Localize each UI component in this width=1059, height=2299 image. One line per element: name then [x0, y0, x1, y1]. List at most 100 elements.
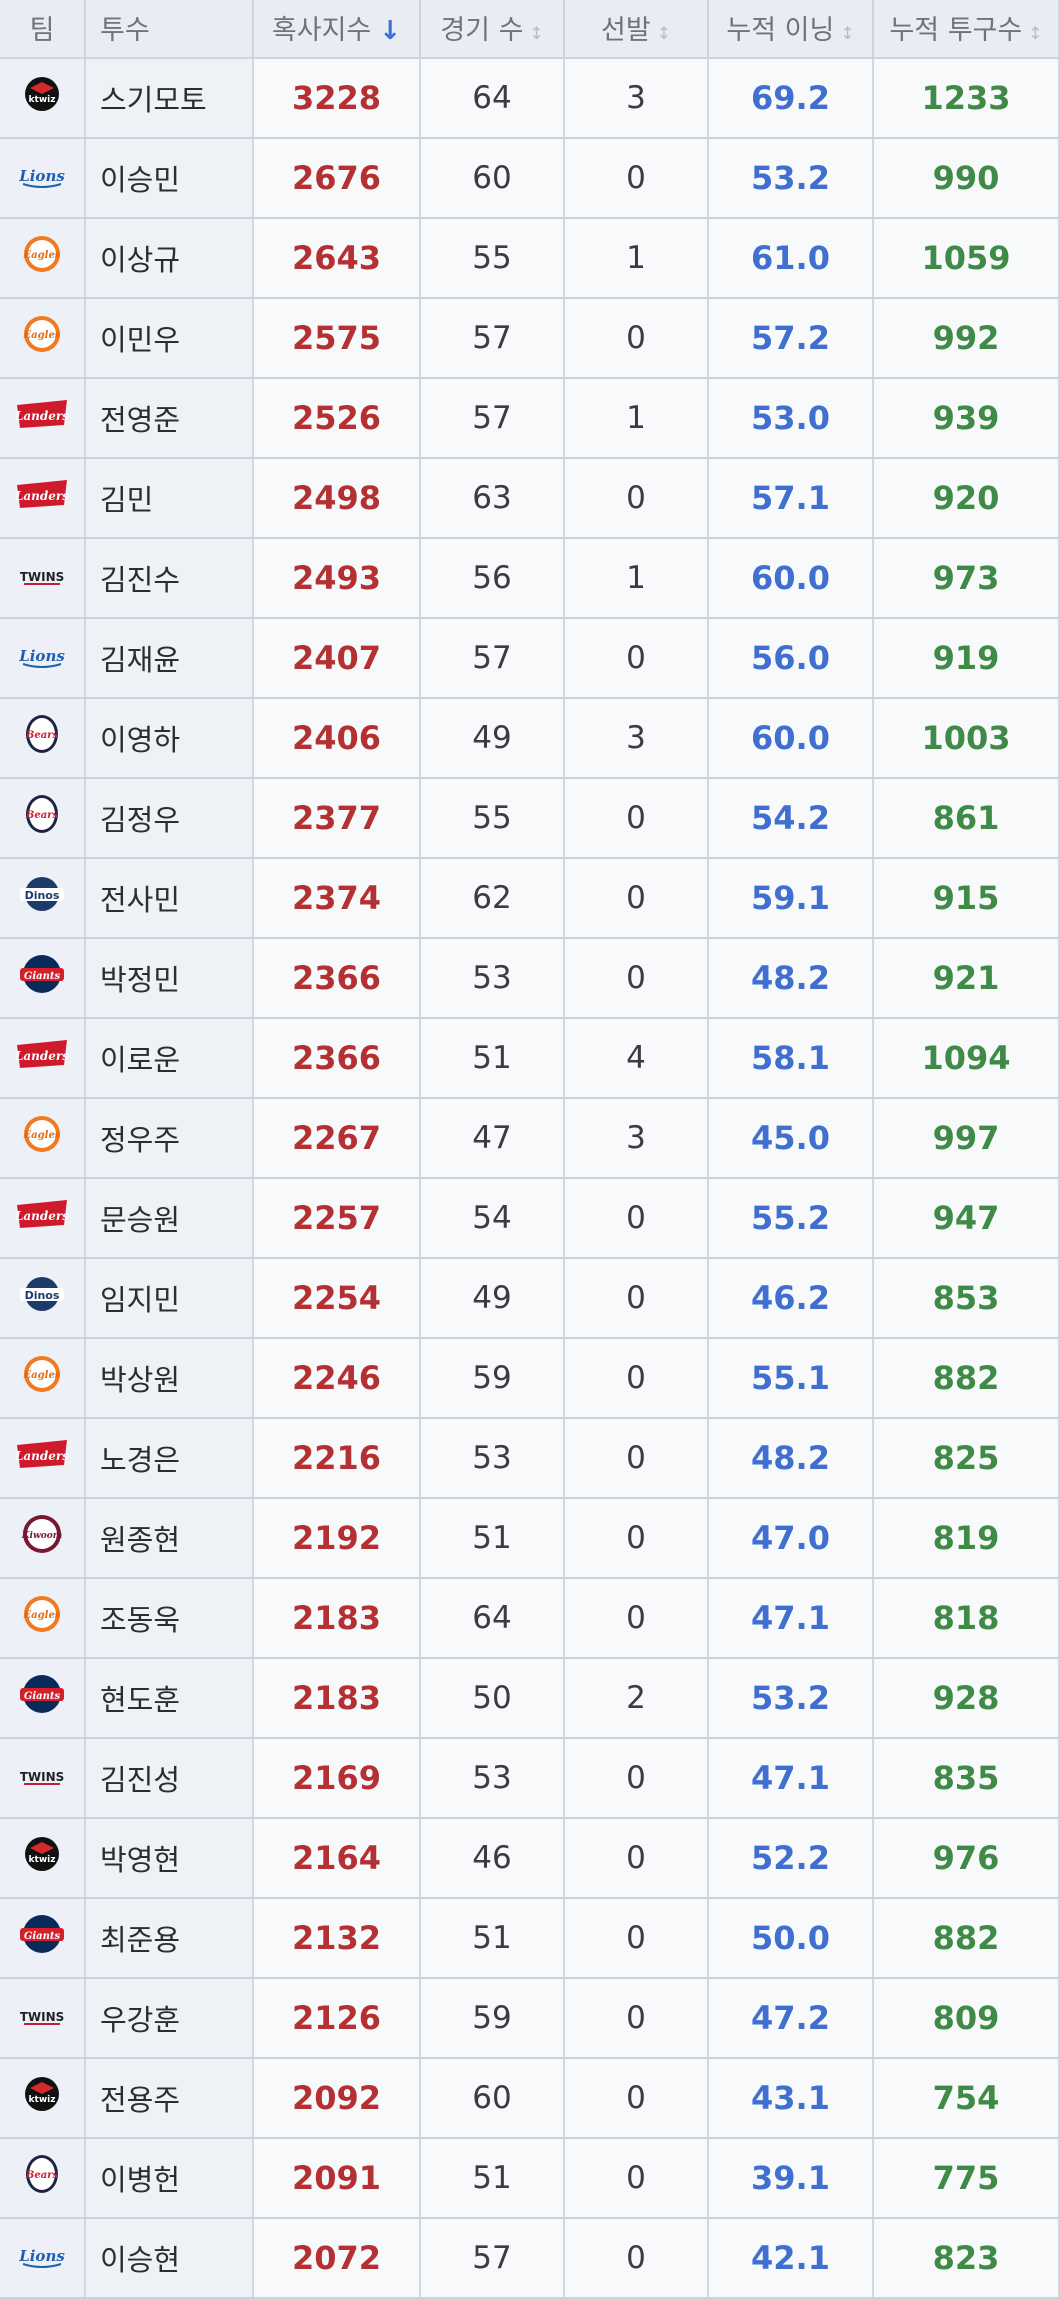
abuse-score: 2267 [253, 1098, 421, 1179]
pitcher-name[interactable]: 이승현 [85, 2218, 254, 2299]
team-cell: Giants [0, 938, 86, 1019]
abuse-score: 2366 [253, 938, 421, 1019]
pitcher-name[interactable]: 문승원 [85, 1178, 254, 1259]
table-row: Giants 박정민 2366 53 0 48.2 921 [0, 938, 1059, 1019]
table-row: Landers 이로운 2366 51 4 58.1 1094 [0, 1018, 1059, 1099]
pitcher-name[interactable]: 최준용 [85, 1898, 254, 1979]
pitcher-name[interactable]: 박영현 [85, 1818, 254, 1899]
pitcher-name[interactable]: 김재윤 [85, 618, 254, 699]
table-row: Lions 이승민 2676 60 0 53.2 990 [0, 138, 1059, 219]
team-cell: Eagles [0, 1338, 86, 1419]
header-starts[interactable]: 선발 ↕ [564, 0, 709, 59]
pitcher-name[interactable]: 우강훈 [85, 1978, 254, 2059]
starts-count: 3 [564, 698, 709, 779]
abuse-score: 2366 [253, 1018, 421, 1099]
abuse-score: 2406 [253, 698, 421, 779]
pitcher-name-text: 김재윤 [100, 643, 181, 677]
team-cell: TWINS [0, 1738, 86, 1819]
pitcher-name[interactable]: 이상규 [85, 218, 254, 299]
games-count: 51 [420, 2138, 565, 2219]
games-count: 49 [420, 698, 565, 779]
innings-total: 42.1 [708, 2218, 874, 2299]
twins-logo: TWINS [20, 561, 64, 597]
svg-text:Giants: Giants [24, 1691, 61, 1702]
pitcher-name[interactable]: 박정민 [85, 938, 254, 1019]
pitcher-name[interactable]: 김정우 [85, 778, 254, 859]
header-pitches[interactable]: 누적 투구수 ↕ [873, 0, 1059, 59]
starts-count: 0 [564, 2218, 709, 2299]
header-innings[interactable]: 누적 이닝 ↕ [708, 0, 874, 59]
pitcher-name[interactable]: 김진성 [85, 1738, 254, 1819]
pitch-count-total: 818 [873, 1578, 1059, 1659]
pitch-count-total: 823 [873, 2218, 1059, 2299]
pitch-count-total: 992 [873, 298, 1059, 379]
games-count: 51 [420, 1018, 565, 1099]
header-games[interactable]: 경기 수 ↕ [420, 0, 565, 59]
innings-total: 53.2 [708, 1658, 874, 1739]
games-count: 55 [420, 218, 565, 299]
pitcher-name[interactable]: 현도훈 [85, 1658, 254, 1739]
starts-count: 0 [564, 2058, 709, 2139]
abuse-score: 2246 [253, 1338, 421, 1419]
games-count: 57 [420, 298, 565, 379]
header-team[interactable]: 팀 [0, 0, 86, 59]
team-cell: Bears [0, 2138, 86, 2219]
eagles-logo: Eagles [21, 1593, 63, 1643]
header-pitches-label: 누적 투구수 [889, 15, 1023, 46]
pitcher-name-text: 박영현 [100, 1843, 181, 1877]
pitcher-name[interactable]: 김진수 [85, 538, 254, 619]
header-score[interactable]: 혹사지수 ↓ [253, 0, 421, 59]
pitcher-name[interactable]: 이승민 [85, 138, 254, 219]
svg-text:ktwiz: ktwiz [29, 2095, 56, 2105]
svg-text:Landers: Landers [14, 1049, 69, 1063]
pitcher-name[interactable]: 원종현 [85, 1498, 254, 1579]
pitcher-name-text: 이상규 [100, 243, 181, 277]
innings-total: 43.1 [708, 2058, 874, 2139]
pitcher-name[interactable]: 이민우 [85, 298, 254, 379]
pitcher-name[interactable]: 정우주 [85, 1098, 254, 1179]
innings-total: 47.1 [708, 1738, 874, 1819]
svg-text:Eagles: Eagles [23, 1130, 61, 1141]
starts-count: 1 [564, 378, 709, 459]
pitcher-name[interactable]: 전사민 [85, 858, 254, 939]
abuse-score: 2183 [253, 1578, 421, 1659]
pitcher-name[interactable]: 노경은 [85, 1418, 254, 1499]
abuse-score: 2498 [253, 458, 421, 539]
pitcher-name-text: 최준용 [100, 1923, 181, 1957]
pitcher-name[interactable]: 이영하 [85, 698, 254, 779]
ktwiz-logo: ktwiz [22, 1834, 62, 1882]
lions-logo: Lions [18, 157, 65, 199]
team-cell: Kiwoom [0, 1498, 86, 1579]
landers-logo: Landers [14, 475, 70, 521]
landers-logo: Landers [14, 1435, 70, 1481]
pitcher-name[interactable]: 전용주 [85, 2058, 254, 2139]
header-pitcher-label: 투수 [100, 15, 150, 46]
pitcher-name[interactable]: 전영준 [85, 378, 254, 459]
header-innings-label: 누적 이닝 [726, 15, 835, 46]
pitcher-name[interactable]: 조동욱 [85, 1578, 254, 1659]
pitcher-name-text: 이영하 [100, 723, 181, 757]
header-pitcher[interactable]: 투수 [85, 0, 254, 59]
pitcher-name[interactable]: 박상원 [85, 1338, 254, 1419]
pitcher-name-text: 스기모토 [100, 83, 207, 117]
starts-count: 4 [564, 1018, 709, 1099]
pitcher-name[interactable]: 이로운 [85, 1018, 254, 1099]
abuse-score: 2216 [253, 1418, 421, 1499]
landers-logo: Landers [14, 1035, 70, 1081]
team-cell: Giants [0, 1898, 86, 1979]
starts-count: 0 [564, 1258, 709, 1339]
innings-total: 53.2 [708, 138, 874, 219]
innings-total: 57.2 [708, 298, 874, 379]
pitch-count-total: 990 [873, 138, 1059, 219]
pitcher-name[interactable]: 이병헌 [85, 2138, 254, 2219]
abuse-score: 2374 [253, 858, 421, 939]
pitcher-name-text: 임지민 [100, 1283, 181, 1317]
starts-count: 0 [564, 138, 709, 219]
pitcher-name[interactable]: 임지민 [85, 1258, 254, 1339]
pitcher-name[interactable]: 스기모토 [85, 58, 254, 139]
pitcher-name[interactable]: 김민 [85, 458, 254, 539]
svg-text:Eagles: Eagles [23, 250, 61, 261]
giants-logo: Giants [17, 1672, 67, 1724]
pitch-count-total: 920 [873, 458, 1059, 539]
team-cell: Dinos [0, 1258, 86, 1339]
